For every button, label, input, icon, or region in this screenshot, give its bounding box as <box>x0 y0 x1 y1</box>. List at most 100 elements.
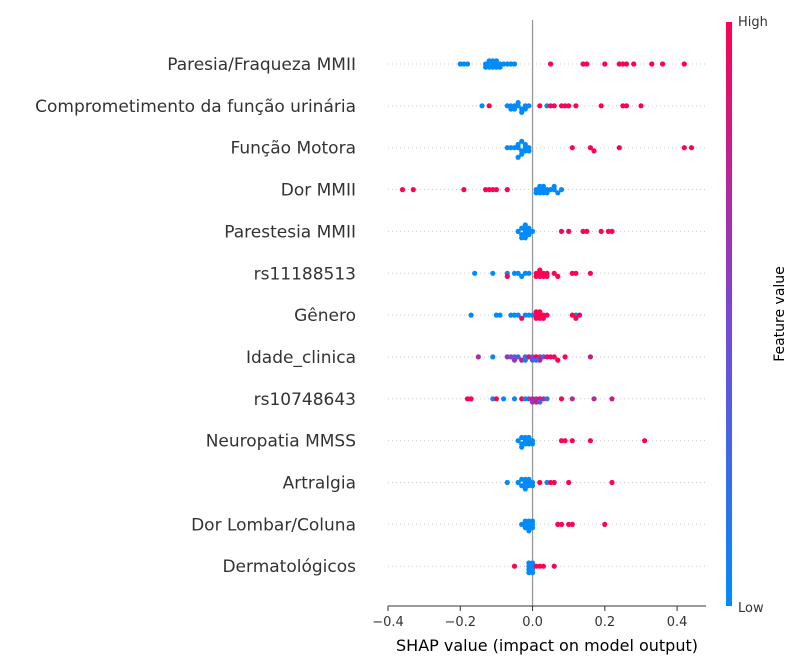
data-point <box>562 438 568 444</box>
data-point <box>537 267 543 273</box>
data-point <box>511 270 518 276</box>
feature-label: Dor Lombar/Coluna <box>191 515 356 535</box>
data-point <box>493 312 499 318</box>
data-point <box>461 187 467 193</box>
data-point <box>551 354 557 360</box>
data-point <box>569 396 575 402</box>
data-point <box>464 396 471 402</box>
data-point <box>515 100 521 106</box>
data-point <box>569 521 575 528</box>
data-point <box>649 61 655 67</box>
x-tick-label: −0.4 <box>372 615 404 630</box>
data-point <box>522 148 528 154</box>
data-point <box>519 434 525 441</box>
data-point <box>519 315 525 321</box>
data-point <box>504 61 510 67</box>
data-point <box>497 64 503 70</box>
data-point <box>591 148 597 154</box>
data-point <box>522 396 528 402</box>
data-point <box>566 103 572 109</box>
data-point <box>486 103 492 109</box>
data-point <box>555 273 561 279</box>
data-point <box>519 138 525 144</box>
data-point <box>511 145 518 151</box>
x-axis-title: SHAP value (impact on model output) <box>396 636 698 655</box>
feature-label: Neuropatia MMSS <box>206 432 356 452</box>
data-point <box>522 235 528 241</box>
x-ticks: −0.4 −0.2 0.0 0.2 0.4 <box>372 606 687 630</box>
data-point <box>526 434 532 441</box>
data-point <box>526 354 532 360</box>
data-point <box>522 141 528 148</box>
data-point <box>602 521 608 528</box>
data-point <box>616 145 622 151</box>
data-point <box>529 228 536 234</box>
data-point <box>529 518 536 524</box>
feature-label: Dermatológicos <box>222 557 356 577</box>
data-point <box>515 438 521 444</box>
data-point <box>537 357 543 363</box>
data-points <box>399 58 695 576</box>
data-point <box>587 354 594 360</box>
data-point <box>522 222 528 228</box>
feature-label: Parestesia MMII <box>224 222 356 242</box>
data-point <box>490 187 496 193</box>
data-point <box>623 61 630 67</box>
data-point <box>529 560 536 566</box>
colorbar-high-label: High <box>738 15 768 30</box>
data-point <box>537 309 543 315</box>
data-point <box>519 225 525 231</box>
data-point <box>526 570 532 576</box>
data-point <box>551 479 557 486</box>
data-point <box>519 444 525 450</box>
data-point <box>519 483 525 489</box>
data-point <box>490 270 496 276</box>
data-point <box>555 521 561 528</box>
data-point <box>544 312 550 318</box>
data-point <box>464 61 471 67</box>
data-point <box>493 187 499 193</box>
data-point <box>584 61 590 67</box>
data-point <box>511 106 518 112</box>
colorbar-title: Feature value <box>772 266 788 362</box>
data-point <box>519 521 525 528</box>
data-point <box>591 396 597 402</box>
data-point <box>493 58 499 64</box>
data-point <box>558 228 565 234</box>
data-point <box>537 190 543 196</box>
data-point <box>522 518 528 524</box>
data-point <box>558 521 565 528</box>
data-point <box>573 315 579 321</box>
data-point <box>483 64 489 70</box>
data-point <box>587 438 594 444</box>
data-point <box>623 103 630 109</box>
data-point <box>533 357 539 363</box>
data-point <box>522 270 528 276</box>
data-point <box>602 61 608 67</box>
data-point <box>519 235 525 241</box>
feature-label: Idade_clinica <box>246 348 356 368</box>
data-point <box>529 525 536 531</box>
data-point <box>660 61 666 67</box>
data-point <box>544 396 550 402</box>
data-point <box>544 103 550 109</box>
data-point <box>526 103 532 109</box>
data-point <box>584 228 590 234</box>
colorbar: High Low Feature value <box>726 15 788 616</box>
data-point <box>475 354 481 360</box>
data-point <box>526 312 532 318</box>
data-point <box>551 563 557 569</box>
data-point <box>526 476 532 482</box>
data-point <box>558 187 565 193</box>
data-point <box>688 145 695 151</box>
x-axis: −0.4 −0.2 0.0 0.2 0.4 SHAP value (impact on … <box>372 605 706 655</box>
data-point <box>526 232 532 238</box>
data-point <box>548 103 554 109</box>
data-point <box>522 106 528 112</box>
data-point <box>616 61 622 67</box>
data-point <box>519 273 525 279</box>
data-point <box>490 64 496 70</box>
data-point <box>587 145 594 151</box>
data-point <box>631 61 637 67</box>
